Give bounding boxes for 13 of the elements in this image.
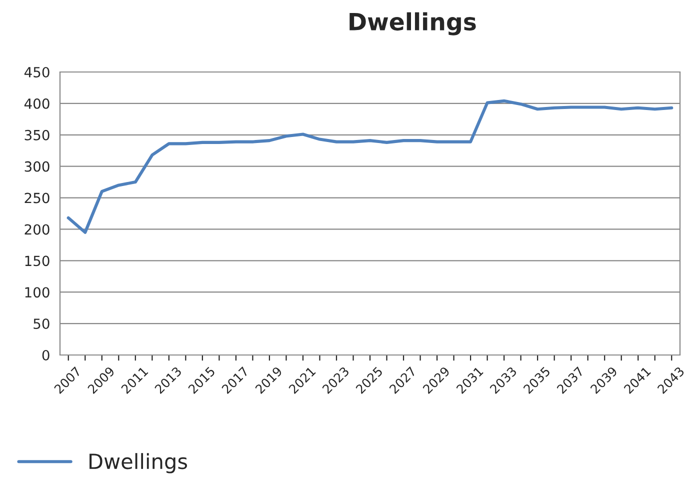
chart-title: Dwellings (350, 12, 476, 36)
y-tick-label: 450 (24, 66, 50, 78)
y-tick-label: 350 (24, 130, 50, 140)
legend-label: Dwellings (90, 453, 188, 474)
y-tick-label: 150 (25, 256, 50, 266)
y-tick-label: 400 (24, 98, 50, 109)
line-series (66, 99, 674, 234)
y-tick-label: 100 (25, 287, 50, 298)
y-tick-label: 200 (24, 224, 50, 235)
y-tick-label: 250 (24, 192, 50, 204)
y-tick-label: 0 (42, 350, 50, 360)
y-tick-label: 50 (34, 318, 50, 330)
y-tick-label: 300 (24, 161, 50, 172)
